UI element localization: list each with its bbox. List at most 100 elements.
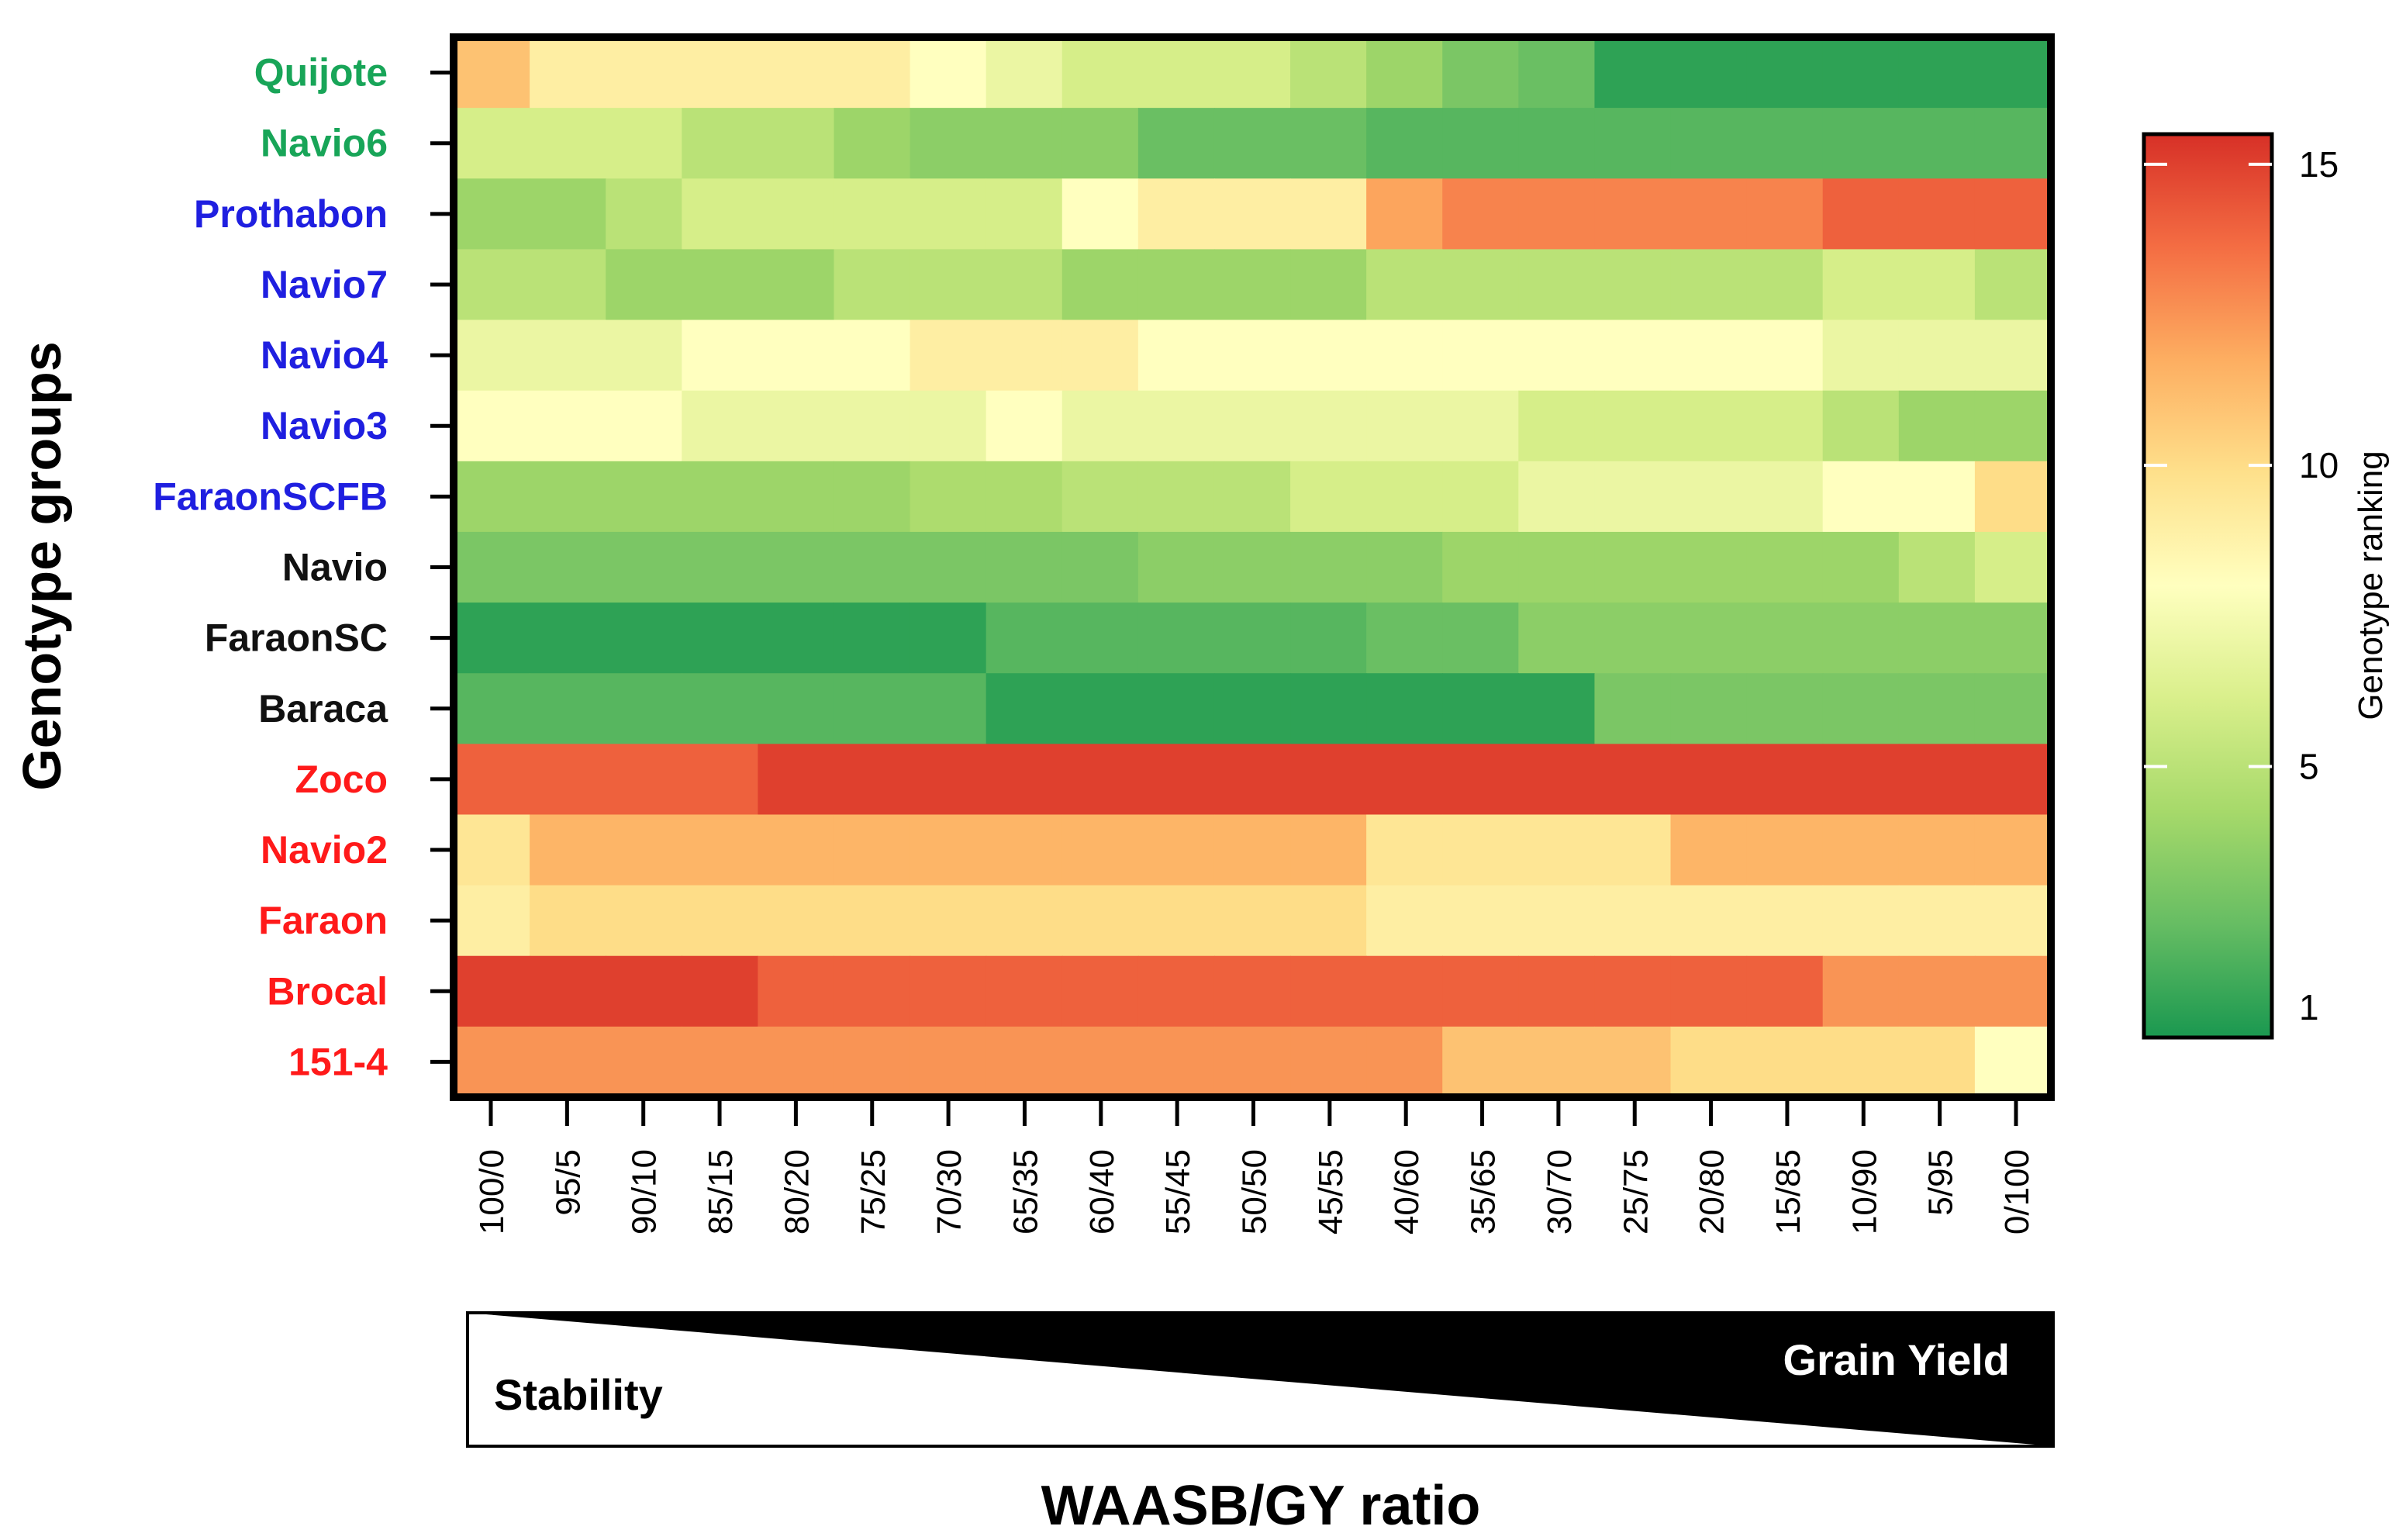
heatmap-cell: [1670, 1026, 1748, 1098]
heatmap-cell: [1137, 531, 1215, 603]
column-labels: 100/0 95/5 90/10 85/15 80/20 75/25 70/30 65/35 6…: [473, 1149, 2036, 1234]
heatmap-cell: [1594, 885, 1672, 957]
heatmap-cell: [682, 814, 758, 886]
heatmap-cell: [1822, 37, 1900, 109]
heatmap-cell: [1974, 885, 2052, 957]
heatmap-cell: [1822, 108, 1900, 179]
heatmap-cell: [910, 37, 987, 109]
heatmap-cell: [1442, 37, 1519, 109]
x-tick-marks: [488, 1100, 2018, 1126]
heatmap-cell: [454, 531, 530, 603]
heatmap-cell: [1518, 390, 1596, 462]
heatmap-cell: [1213, 531, 1291, 603]
heatmap-cell: [454, 603, 530, 674]
heatmap-cell: [606, 885, 682, 957]
colorbar-title: Genotype ranking: [2352, 451, 2390, 720]
heatmap-cell: [454, 673, 530, 744]
heatmap-cell: [682, 178, 758, 250]
heatmap-cell: [986, 319, 1063, 392]
heatmap-cell: [682, 885, 758, 957]
heatmap-cell: [454, 390, 530, 462]
heatmap-cell: [1442, 885, 1519, 957]
row-label: Zoco: [295, 758, 388, 801]
heatmap-cell: [1670, 814, 1748, 886]
column-label: 35/65: [1465, 1149, 1503, 1234]
row-labels: Quijote Navio6 Prothabon Navio7 Navio4 Navio3…: [153, 51, 388, 1084]
heatmap-cell: [454, 1026, 530, 1098]
heatmap-cell: [1898, 744, 1976, 816]
column-label: 60/40: [1083, 1149, 1121, 1234]
row-label: Brocal: [267, 969, 388, 1013]
heatmap-cell: [1898, 390, 1976, 462]
heatmap-cell: [1518, 744, 1596, 816]
heatmap-cell: [454, 885, 530, 957]
heatmap-cell: [1137, 955, 1215, 1027]
heatmap-cell: [682, 955, 758, 1027]
heatmap-cell: [1594, 319, 1672, 392]
row-label: 151-4: [288, 1040, 388, 1083]
heatmap-cell: [1366, 390, 1443, 462]
heatmap-cell: [682, 461, 758, 533]
heatmap-cell: [1670, 108, 1748, 179]
heatmap-cell: [986, 390, 1063, 462]
heatmap-cell: [1822, 461, 1900, 533]
column-label: 80/20: [778, 1149, 816, 1234]
heatmap-cell: [1290, 885, 1367, 957]
heatmap-cell: [758, 814, 835, 886]
heatmap-cell: [682, 603, 758, 674]
heatmap-cell: [758, 1026, 835, 1098]
heatmap-cell: [1366, 461, 1443, 533]
heatmap-cell: [1213, 814, 1291, 886]
heatmap-cell: [682, 744, 758, 816]
row-label: Navio4: [261, 333, 388, 377]
heatmap-cell: [1594, 814, 1672, 886]
heatmap-cell: [834, 461, 911, 533]
heatmap-cell: [530, 814, 606, 886]
heatmap-cell: [1974, 461, 2052, 533]
heatmap-cell: [834, 390, 911, 462]
heatmap-cell: [758, 108, 835, 179]
heatmap-cell: [606, 603, 682, 674]
heatmap-cell: [1670, 37, 1748, 109]
heatmap-cell: [530, 531, 606, 603]
heatmap-cell: [986, 178, 1063, 250]
heatmap-cell: [682, 673, 758, 744]
heatmap-cell: [1746, 744, 1824, 816]
heatmap-cell: [1137, 390, 1215, 462]
heatmap-cell: [1518, 603, 1596, 674]
x-axis-title: WAASB/GY ratio: [1041, 1475, 1481, 1537]
row-label: Navio: [282, 546, 388, 589]
heatmap-cell: [1213, 319, 1291, 392]
heatmap-cell: [1594, 531, 1672, 603]
heatmap-cell: [1366, 249, 1443, 321]
heatmap-cell: [530, 390, 606, 462]
heatmap-cell: [1898, 1026, 1976, 1098]
row-label: Navio3: [261, 404, 388, 447]
plot-border: [450, 33, 2055, 1101]
heatmap-cell: [454, 744, 530, 816]
heatmap-cell: [1670, 319, 1748, 392]
column-label: 10/90: [1845, 1149, 1883, 1234]
heatmap-cell: [1290, 955, 1367, 1027]
heatmap-cell: [1746, 955, 1824, 1027]
heatmap-cell: [1213, 744, 1291, 816]
heatmap-cell: [606, 814, 682, 886]
heatmap-cell: [910, 390, 987, 462]
heatmap-cell: [1137, 603, 1215, 674]
heatmap-cell: [758, 37, 835, 109]
heatmap-cell: [530, 37, 606, 109]
row-label: Navio7: [261, 263, 388, 306]
heatmap-cell: [682, 108, 758, 179]
heatmap-cell: [834, 37, 911, 109]
colorbar: [2142, 132, 2274, 1040]
heatmap-cell: [1213, 673, 1291, 744]
heatmap-cell: [910, 249, 987, 321]
heatmap-cell: [1898, 319, 1976, 392]
heatmap-cell: [1898, 885, 1976, 957]
heatmap-cell: [1061, 108, 1139, 179]
heatmap-cell: [986, 673, 1063, 744]
heatmap-cell: [606, 461, 682, 533]
heatmap-cell: [758, 744, 835, 816]
heatmap-cell: [1518, 461, 1596, 533]
heatmap-cell: [682, 37, 758, 109]
